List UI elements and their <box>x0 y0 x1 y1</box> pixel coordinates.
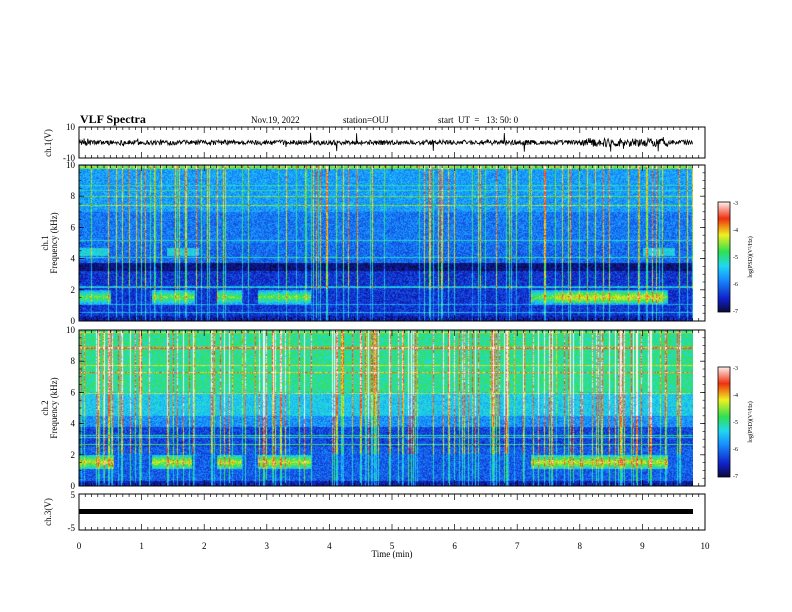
y-tick-label: 10 <box>66 160 76 170</box>
panel-ch1-waveform: 10 -10 ch.1(V) <box>43 122 706 163</box>
ch1-wave-ytick-top: 10 <box>66 122 76 132</box>
y-tick-label: 10 <box>66 325 76 335</box>
header-date: Nov.19, 2022 <box>251 115 300 125</box>
x-axis-label: Time (min) <box>372 549 413 559</box>
x-tick-label: 7 <box>515 541 520 551</box>
y-tick-label: 6 <box>71 387 76 397</box>
ch3-wave-ylabel: ch.3(V) <box>43 498 53 526</box>
ch2-spec-ylabel-freq: Frequency (kHz) <box>49 377 59 438</box>
x-tick-label: 10 <box>701 541 711 551</box>
x-tick-label: 8 <box>578 541 583 551</box>
panel-ch2-spectrogram: 0 2 4 6 8 10 ch.2 Frequency (kHz) -3 -4 -5 -6… <box>40 325 754 491</box>
y-tick-label: 2 <box>71 285 76 295</box>
panel-ch1-spectrogram: 0 2 4 6 8 10 ch.1 Frequency (kHz) -3 -4 -5 -6… <box>40 160 754 326</box>
ch1-waveform-line <box>78 132 693 152</box>
ch3-waveform-line <box>79 509 693 514</box>
ch1-cb-tick-m6: -6 <box>733 282 738 288</box>
ch3-wave-ytick-top: 5 <box>71 490 76 500</box>
ch2-colorbar <box>717 366 731 478</box>
y-tick-label: 6 <box>71 222 76 232</box>
y-tick-label: 0 <box>71 481 76 491</box>
x-tick-label: 6 <box>452 541 457 551</box>
figure-title: VLF Spectra <box>80 112 146 126</box>
ch1-cb-tick-m4: -4 <box>733 228 738 234</box>
ch2-cb-tick-m5: -5 <box>733 420 738 426</box>
x-tick-label: 2 <box>202 541 207 551</box>
ch2-cb-tick-m7: -7 <box>733 474 738 480</box>
ch1-colorbar-label: log(PSD)(V²/Hz) <box>747 236 754 277</box>
panel-ch3-waveform: 5 -5 ch.3(V) <box>43 490 706 533</box>
x-axis-tick-labels: 0 1 2 3 4 5 6 7 8 9 10 <box>77 541 710 551</box>
ch1-spec-ylabel: ch.1 <box>40 235 50 250</box>
y-tick-label: 2 <box>71 450 76 460</box>
x-tick-label: 9 <box>640 541 645 551</box>
x-tick-label: 5 <box>390 541 395 551</box>
x-tick-label: 3 <box>265 541 270 551</box>
ch2-spectrogram-image <box>79 330 693 486</box>
ch1-wave-ytick-bottom: -10 <box>63 153 75 163</box>
ch2-spec-ylabel: ch.2 <box>40 400 50 415</box>
x-tick-label: 0 <box>77 541 82 551</box>
x-tick-label: 1 <box>139 541 144 551</box>
header-station: station=OUJ <box>343 115 389 125</box>
ch2-colorbar-label: log(PSD)(V²/Hz) <box>747 401 754 442</box>
header-start-time: start UT = 13: 50: 0 <box>438 115 519 125</box>
ch1-cb-tick-m3: -3 <box>733 201 738 207</box>
ch1-colorbar <box>717 201 731 313</box>
y-tick-label: 0 <box>71 316 76 326</box>
ch1-cb-tick-m7: -7 <box>733 309 738 315</box>
y-tick-label: 8 <box>71 191 76 201</box>
ch2-cb-tick-m6: -6 <box>733 447 738 453</box>
x-tick-label: 4 <box>327 541 332 551</box>
y-tick-label: 4 <box>71 419 76 429</box>
ch1-spec-ylabel-freq: Frequency (kHz) <box>49 212 59 273</box>
ch2-cb-tick-m3: -3 <box>733 366 738 372</box>
ch1-cb-tick-m5: -5 <box>733 255 738 261</box>
ch1-spectrogram-image <box>79 165 693 321</box>
y-tick-label: 4 <box>71 254 76 264</box>
ch1-wave-ylabel: ch.1(V) <box>43 129 53 157</box>
y-tick-label: 8 <box>71 356 76 366</box>
ch3-wave-ytick-bottom: -5 <box>68 523 76 533</box>
ch2-cb-tick-m4: -4 <box>733 393 738 399</box>
